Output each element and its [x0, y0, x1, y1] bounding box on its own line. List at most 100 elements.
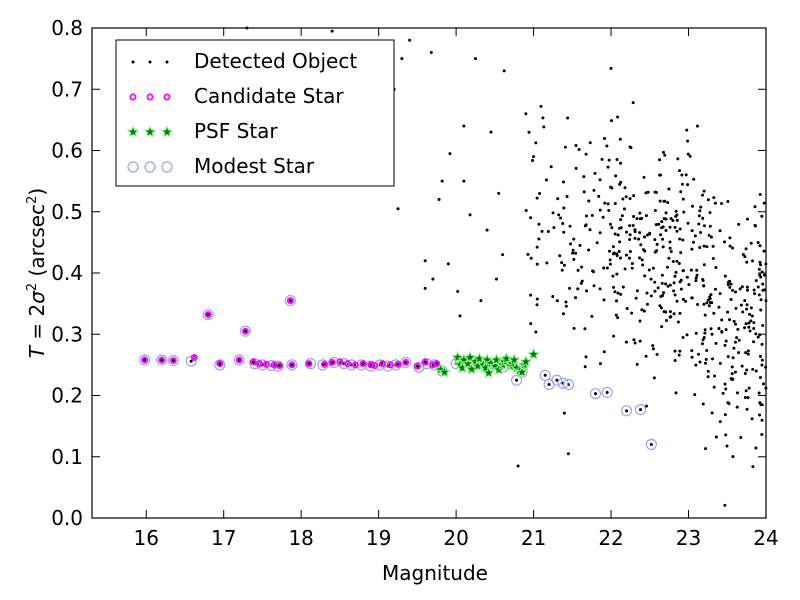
- y-tick-label: 0.1: [51, 445, 83, 469]
- detected-object-point: [694, 363, 698, 367]
- detected-object-point: [551, 295, 555, 299]
- detected-object-point: [559, 216, 563, 220]
- detected-object-point: [608, 258, 612, 262]
- detected-object-point: [638, 217, 642, 221]
- detected-object-point: [671, 259, 675, 263]
- detected-object-point: [727, 280, 731, 284]
- detected-object-point: [619, 292, 623, 296]
- detected-object-point: [580, 265, 584, 269]
- y-axis-ticks: 0.0 0.1 0.2 0.3 0.4 0.5 0.6 0.7 0.8: [51, 16, 766, 530]
- detected-object-point: [664, 282, 668, 286]
- detected-object-point: [674, 214, 678, 218]
- modest-star-marker: [551, 374, 563, 386]
- detected-object-point: [678, 227, 682, 231]
- detected-object-point: [502, 69, 506, 73]
- detected-object-point: [562, 206, 566, 210]
- detected-object-point: [718, 229, 722, 233]
- detected-object-point: [529, 293, 533, 297]
- detected-object-point: [746, 217, 750, 221]
- detected-object-point: [679, 251, 683, 255]
- detected-object-point: [400, 57, 404, 61]
- detected-object-point: [726, 310, 730, 314]
- detected-object-point: [189, 359, 193, 363]
- detected-object-point: [237, 358, 241, 362]
- detected-object-point: [396, 207, 400, 211]
- detected-object-point: [734, 322, 738, 326]
- detected-object-point: [600, 157, 604, 161]
- detected-object-point: [763, 288, 767, 292]
- detected-object-point: [623, 186, 627, 190]
- detected-object-point: [668, 315, 672, 319]
- detected-object-point: [545, 261, 549, 265]
- detected-object-point: [706, 369, 710, 373]
- detected-object-point: [711, 244, 715, 248]
- detected-object-point: [658, 304, 662, 308]
- detected-object-point: [698, 360, 702, 364]
- y-tick-label: 0.5: [51, 200, 83, 224]
- x-tick-label: 22: [598, 526, 623, 550]
- candidate-star-marker: [379, 360, 387, 368]
- detected-object-point: [731, 288, 735, 292]
- detected-object-point: [423, 259, 427, 263]
- detected-object-point: [714, 341, 718, 345]
- detected-object-point: [720, 318, 724, 322]
- x-axis-label: Magnitude: [382, 561, 488, 585]
- candidate-star-marker: [386, 361, 394, 369]
- detected-object-point: [557, 213, 561, 217]
- detected-object-points: [143, 26, 768, 507]
- detected-object-point: [576, 268, 580, 272]
- detected-object-point: [571, 248, 575, 252]
- detected-object-point: [632, 194, 636, 198]
- detected-object-point: [654, 190, 658, 194]
- detected-object-point: [612, 285, 616, 289]
- detected-object-point: [701, 402, 705, 406]
- detected-object-point: [143, 358, 147, 362]
- detected-object-point: [535, 245, 539, 249]
- detected-object-point: [707, 304, 711, 308]
- detected-object-point: [645, 233, 649, 237]
- detected-object-point: [692, 240, 696, 244]
- detected-object-point: [593, 171, 597, 175]
- detected-object-point: [243, 329, 247, 333]
- detected-object-point: [602, 298, 606, 302]
- detected-object-point: [668, 225, 672, 229]
- detected-object-point: [613, 290, 617, 294]
- detected-object-point: [587, 199, 591, 203]
- detected-object-point: [712, 385, 716, 389]
- detected-object-point: [728, 244, 732, 248]
- detected-object-point: [692, 177, 696, 181]
- detected-object-point: [754, 446, 758, 450]
- legend-marker-psf: [160, 125, 174, 138]
- detected-object-point: [675, 299, 679, 303]
- detected-object-point: [592, 270, 596, 274]
- candidate-star-marker: [429, 361, 437, 369]
- detected-object-point: [631, 223, 635, 227]
- detected-object-point: [726, 355, 730, 359]
- detected-object-point: [733, 370, 737, 374]
- detected-object-point: [489, 130, 493, 134]
- detected-object-point: [655, 352, 659, 356]
- detected-object-point: [587, 248, 591, 252]
- detected-object-point: [723, 343, 727, 347]
- detected-object-point: [579, 281, 583, 285]
- detected-object-point: [725, 444, 729, 448]
- detected-object-point: [656, 286, 660, 290]
- detected-object-point: [743, 255, 747, 259]
- x-tick-label: 24: [753, 526, 778, 550]
- detected-object-point: [704, 447, 708, 451]
- detected-object-point: [701, 338, 705, 342]
- detected-object-point: [642, 235, 646, 239]
- detected-object-point: [712, 196, 716, 200]
- psf-star-marker: [499, 351, 513, 365]
- detected-object-point: [524, 209, 528, 213]
- detected-object-point: [566, 452, 570, 456]
- detected-object-point: [632, 338, 636, 342]
- detected-object-point: [456, 289, 460, 293]
- detected-object-point: [642, 248, 646, 252]
- detected-object-point: [639, 243, 643, 247]
- legend-marker-psf: [143, 125, 157, 138]
- x-tick-label: 20: [443, 526, 468, 550]
- detected-object-point: [726, 283, 730, 287]
- detected-object-point: [759, 263, 763, 267]
- detected-object-point: [667, 256, 671, 260]
